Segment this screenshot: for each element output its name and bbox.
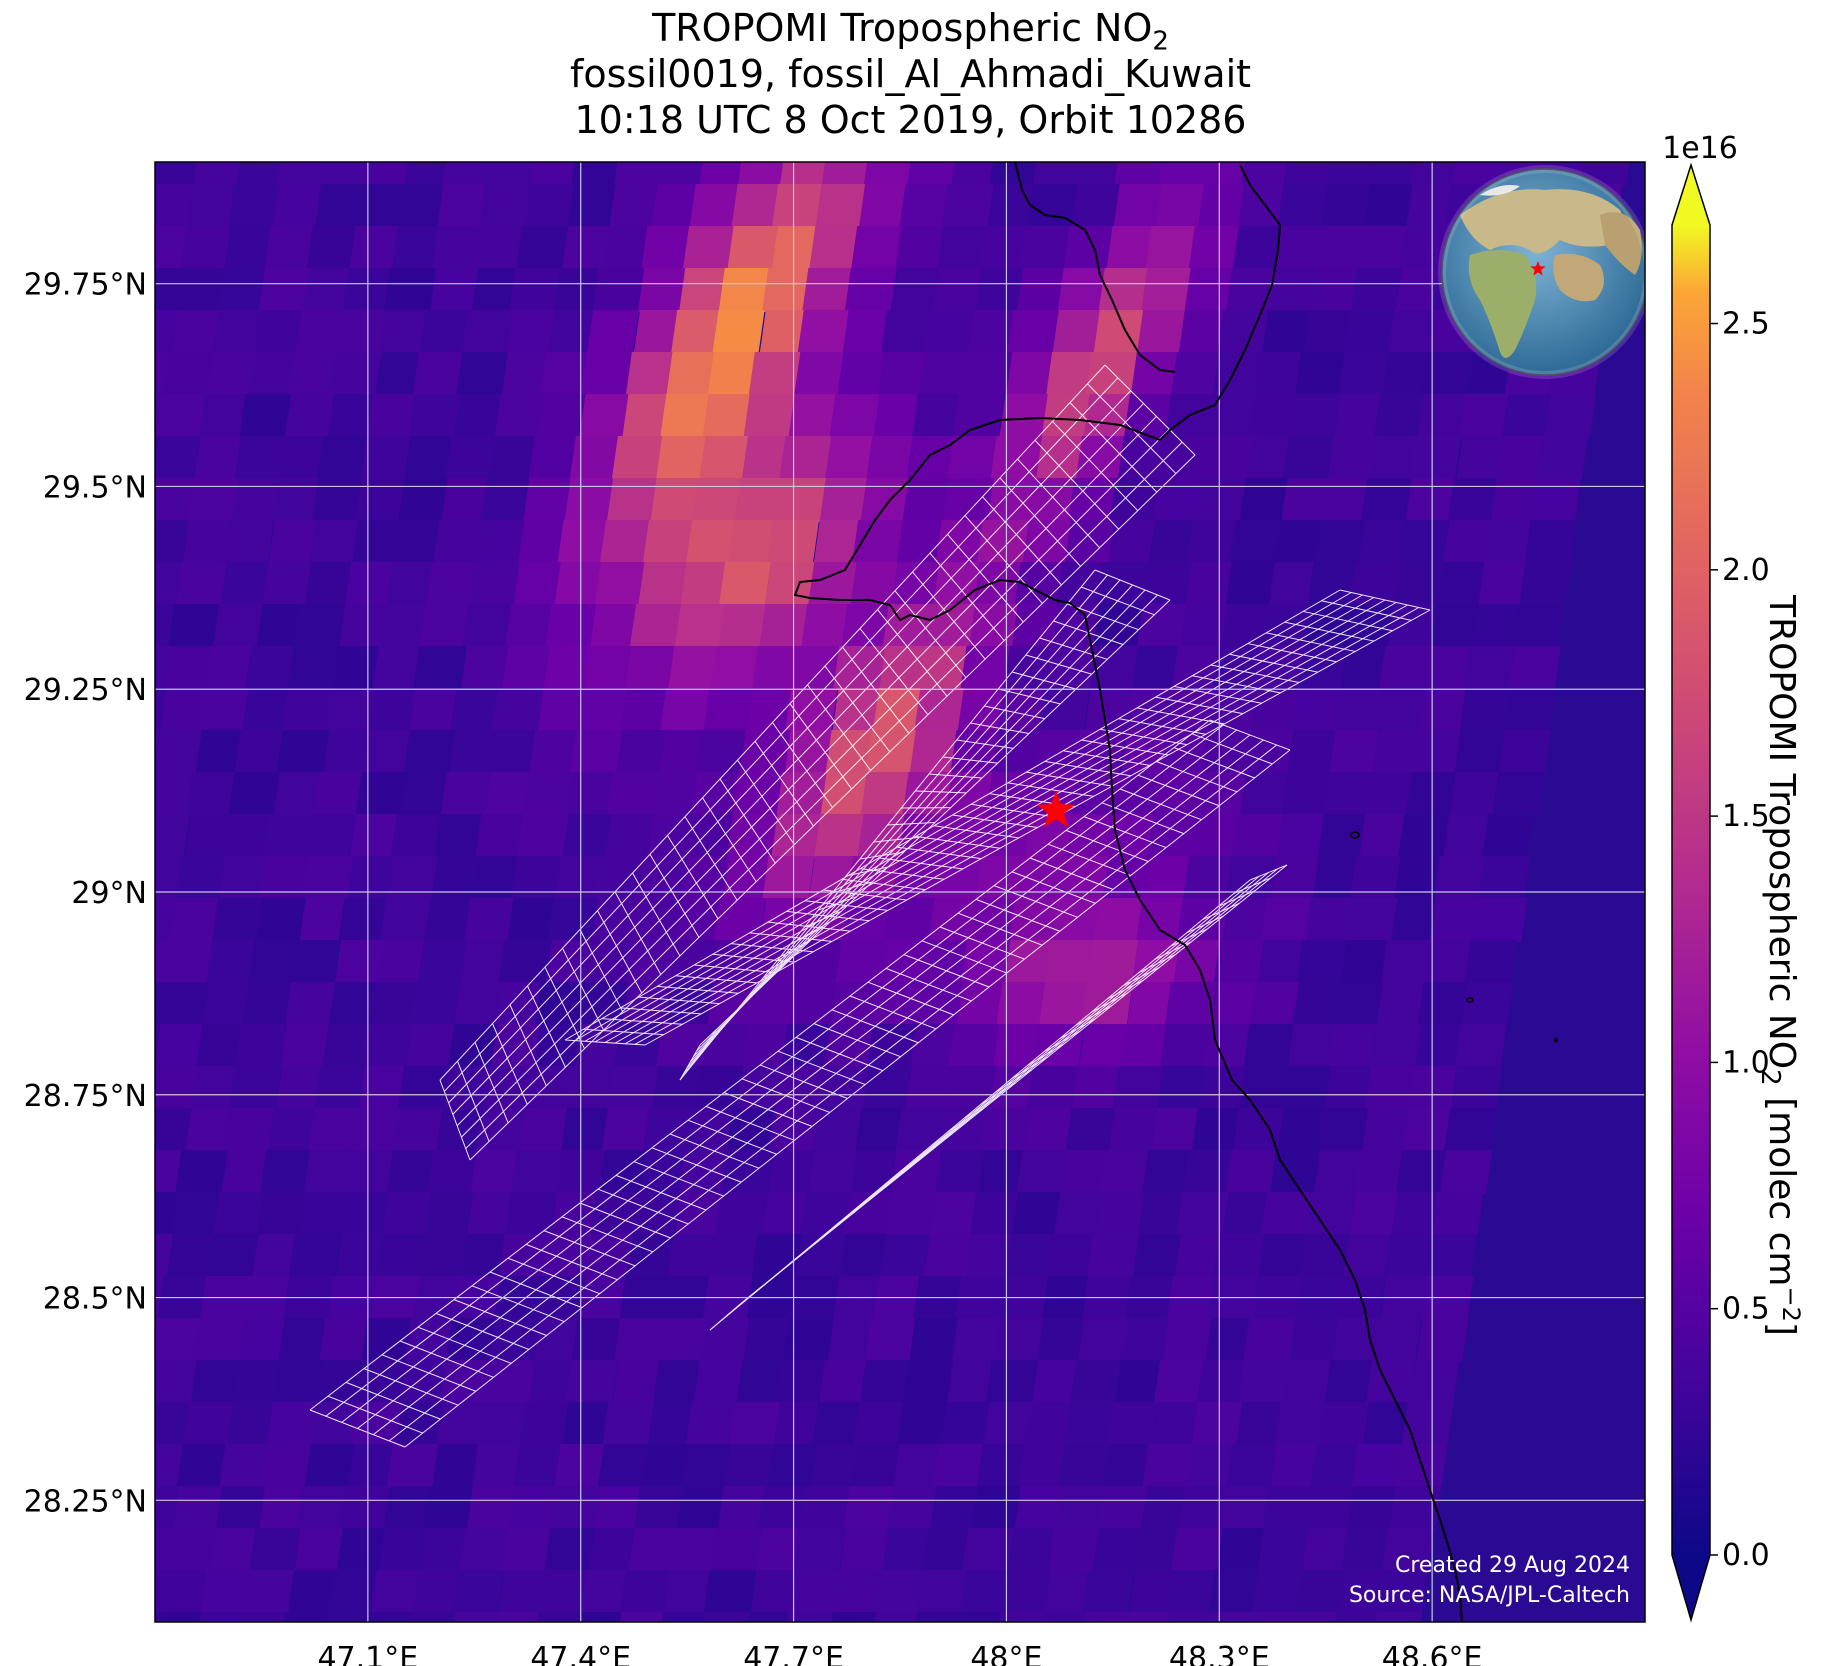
lat-tick-label: 28.5°N [43,1282,147,1317]
flux-mesh-overlay [309,364,1431,1448]
island-outline [1350,831,1360,839]
coastline [793,162,1463,1622]
colorbar-tick-label: 2.0 [1722,553,1770,588]
lon-tick-label: 48.6°E [1382,1641,1483,1666]
colorbar: 0.0 0.5 1.0 1.5 2.0 2.5 1e16 [1662,131,1770,1623]
chart-title-line3: 10:18 UTC 8 Oct 2019, Orbit 10286 [574,98,1247,142]
lat-tick-label: 29.25°N [24,673,147,708]
map-gridlines [155,162,1645,1622]
lat-tick-labels: 29.75°N 29.5°N 29.25°N 29°N 28.75°N 28.5°N 28.… [24,268,147,1520]
lon-tick-label: 47.7°E [743,1641,844,1666]
colorbar-axis-label: TROPOMI Tropospheric NO2 [molec cm−2] [1754,595,1806,1336]
chart-title-line2: fossil0019, fossil_Al_Ahmadi_Kuwait [569,52,1252,96]
island-outline [1466,997,1474,1003]
lat-tick-label: 29.5°N [43,470,147,505]
lat-tick-label: 28.75°N [24,1079,147,1114]
lat-tick-label: 28.25°N [24,1484,147,1519]
footer-created: Created 29 Aug 2024 [1395,1553,1630,1578]
map-frame [154,161,1646,1623]
lon-tick-label: 47.4°E [530,1641,631,1666]
lon-tick-label: 48.3°E [1169,1641,1270,1666]
lon-tick-label: 48°E [970,1641,1042,1666]
no2-pixel-layer [155,162,1633,1622]
lon-tick-labels: 47.1°E 47.4°E 47.7°E 48°E 48.3°E 48.6°E [317,1641,1482,1666]
lon-tick-label: 47.1°E [317,1641,418,1666]
globe-locator-icon [1438,165,1645,379]
chart-title-line1: TROPOMI Tropospheric NO2 [652,6,1169,57]
colorbar-tick-label: 1.5 [1722,799,1770,834]
colorbar-tick-label: 0.0 [1722,1538,1770,1573]
colorbar-tick-label: 0.5 [1722,1292,1770,1327]
island-outline [1554,1038,1558,1042]
footer-source: Source: NASA/JPL-Caltech [1349,1583,1630,1608]
colorbar-scale-label: 1e16 [1662,131,1738,166]
lat-tick-label: 29.75°N [24,268,147,303]
colorbar-tick-label: 1.0 [1722,1045,1770,1080]
source-star-marker [1037,790,1076,828]
lat-tick-label: 29°N [71,876,147,911]
colorbar-tick-label: 2.5 [1722,307,1770,342]
